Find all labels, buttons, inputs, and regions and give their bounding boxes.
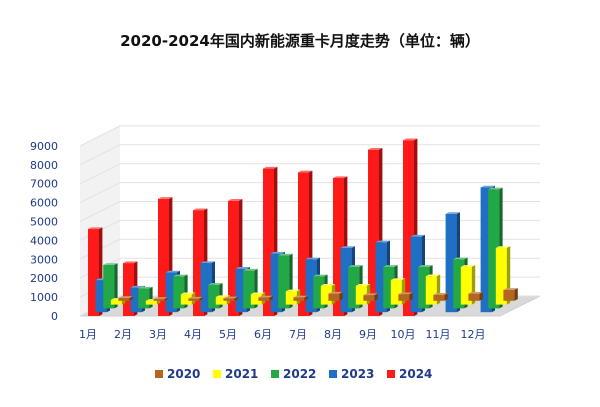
x-tick-label: 3月 — [149, 328, 167, 341]
bar-2020-3月 — [188, 296, 203, 301]
chart-title: 2020-2024年国内新能源重卡月度走势（单位：辆） — [120, 32, 480, 50]
bar-2020-2月 — [153, 297, 168, 301]
legend-swatch — [213, 370, 221, 378]
legend-swatch — [155, 370, 163, 378]
legend-label: 2023 — [341, 367, 374, 381]
y-tick-label: 7000 — [30, 178, 58, 191]
y-tick-label: 8000 — [30, 159, 58, 172]
x-tick-label: 2月 — [114, 328, 132, 341]
y-tick-label: 3000 — [30, 253, 58, 266]
bar-2020-6月 — [293, 295, 308, 301]
bar-2020-5月 — [258, 295, 273, 301]
bar-2020-1月 — [118, 296, 133, 301]
legend-swatch — [271, 370, 279, 378]
x-tick-label: 11月 — [426, 328, 451, 341]
legend-label: 2021 — [225, 367, 258, 381]
y-tick-label: 6000 — [30, 197, 58, 210]
gridline — [79, 125, 540, 147]
y-tick-label: 2000 — [30, 272, 58, 285]
x-tick-label: 9月 — [359, 328, 377, 341]
x-tick-label: 6月 — [254, 328, 272, 341]
x-tick-label: 10月 — [391, 328, 416, 341]
x-tick-label: 12月 — [461, 328, 486, 341]
bar-2020-4月 — [223, 296, 238, 301]
y-tick-label: 9000 — [30, 140, 58, 153]
y-tick-label: 5000 — [30, 216, 58, 229]
bar-2021-6月 — [285, 289, 301, 305]
x-tick-label: 1月 — [79, 328, 97, 341]
legend-label: 2024 — [399, 367, 432, 381]
y-tick-label: 4000 — [30, 234, 58, 247]
y-tick-label: 1000 — [30, 291, 58, 304]
bar-2020-10月 — [433, 293, 448, 301]
bar-2020-12月 — [503, 288, 518, 301]
legend-swatch — [329, 370, 337, 378]
gridline — [79, 144, 540, 166]
bar-2020-7月 — [328, 291, 343, 301]
bar-2020-9月 — [398, 292, 413, 301]
legend-label: 2020 — [167, 367, 200, 381]
bar-2020-8月 — [363, 293, 378, 301]
bar-2022-2月 — [138, 286, 153, 309]
y-tick-label: 0 — [51, 310, 58, 323]
gridline — [79, 182, 540, 204]
legend-label: 2022 — [283, 367, 316, 381]
bar-2020-11月 — [468, 291, 483, 301]
gridline — [79, 163, 540, 185]
x-tick-label: 7月 — [289, 328, 307, 341]
bar-2022-1月 — [103, 263, 118, 309]
x-tick-label: 4月 — [184, 328, 202, 341]
gridline — [79, 201, 540, 222]
x-tick-label: 5月 — [219, 328, 237, 341]
x-tick-label: 8月 — [324, 328, 342, 341]
legend-swatch — [387, 370, 395, 378]
